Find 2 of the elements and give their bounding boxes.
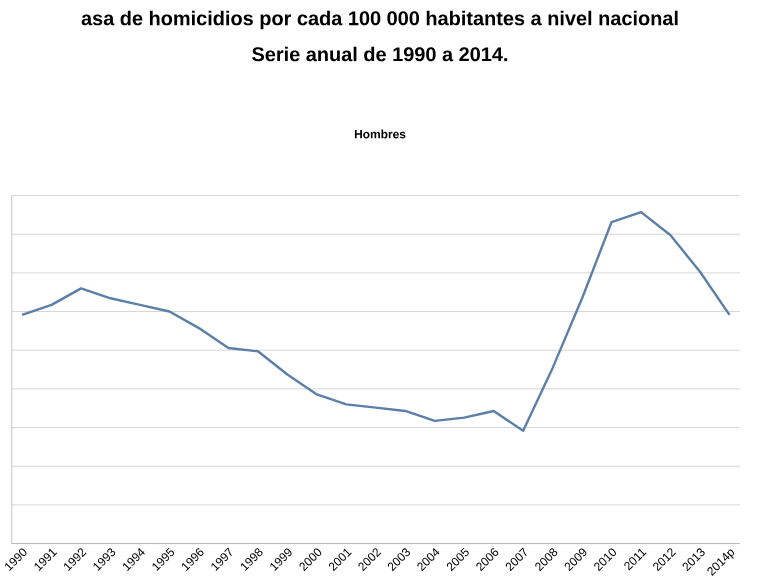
chart-title: asa de homicidios por cada 100 000 habitantes a nivel nacional (81, 10, 678, 30)
chart-subtitle: Serie anual de 1990 a 2014. (252, 46, 508, 62)
